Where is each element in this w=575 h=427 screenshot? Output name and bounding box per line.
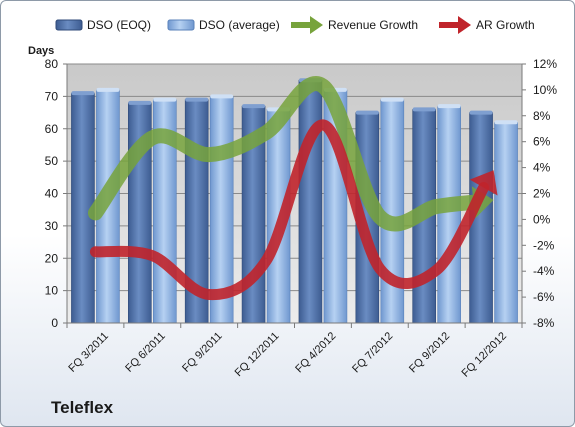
legend-label: DSO (EOQ): [87, 18, 151, 32]
bar-cap-dso-eoq: [469, 110, 493, 115]
y-tick-label: 60: [45, 122, 59, 136]
bar-cap-dso-eoq: [412, 107, 436, 112]
x-tick-label: FQ 7/2012: [350, 330, 395, 375]
revenue-growth-line: [87, 76, 482, 232]
bar-cap-dso-average: [210, 94, 234, 99]
bar-dso-average: [437, 105, 461, 324]
y-tick-label: 70: [45, 89, 59, 103]
y2-tick-label: 8%: [533, 109, 551, 123]
legend-label: AR Growth: [476, 18, 535, 32]
y2-tick-label: -8%: [533, 316, 555, 330]
y-tick-label: 50: [45, 154, 59, 168]
ar-growth-arrowhead: [469, 170, 498, 196]
legend-arrow-head: [458, 16, 471, 34]
bar-cap-dso-average: [153, 97, 177, 102]
y2-tick-label: 2%: [533, 187, 551, 201]
x-tick-label: FQ 9/2012: [407, 330, 452, 375]
bar-dso-eoq: [298, 79, 323, 324]
bar-cap-dso-eoq: [185, 97, 209, 102]
legend-swatch: [55, 19, 83, 31]
y-tick-label: 80: [45, 57, 59, 71]
y-tick-label: 20: [45, 251, 59, 265]
bar-cap-dso-average: [96, 87, 120, 92]
x-tick-label: FQ 12/2012: [460, 330, 510, 380]
y-tick-label: 0: [51, 316, 58, 330]
y2-tick-label: 10%: [533, 83, 557, 97]
y2-tick-label: -4%: [533, 264, 555, 278]
y-tick-label: 30: [45, 219, 59, 233]
y2-tick-label: 6%: [533, 135, 551, 149]
y2-tick-label: 0%: [533, 212, 551, 226]
y2-tick-label: -2%: [533, 238, 555, 252]
legend-label: DSO (average): [199, 18, 280, 32]
y2-tick-label: -6%: [533, 290, 555, 304]
legend-arrow-head: [310, 16, 323, 34]
y-axis-title: Days: [28, 45, 54, 57]
y-tick-label: 40: [45, 187, 59, 201]
company-name: Teleflex: [51, 398, 114, 417]
y2-tick-label: 4%: [533, 161, 551, 175]
bar-cap-dso-eoq: [128, 100, 152, 105]
x-tick-label: FQ 3/2011: [66, 330, 111, 375]
bar-cap-dso-eoq: [355, 110, 379, 115]
x-tick-label: FQ 9/2011: [180, 330, 225, 375]
bar-cap-dso-average: [437, 104, 461, 109]
x-tick-label: FQ 6/2011: [123, 330, 168, 375]
bar-cap-dso-eoq: [242, 104, 266, 109]
legend-label: Revenue Growth: [328, 18, 418, 32]
x-tick-label: FQ 4/2012: [293, 330, 338, 375]
bar-cap-dso-eoq: [71, 91, 95, 96]
y2-tick-label: 12%: [533, 57, 557, 71]
ar-growth-line: [89, 119, 490, 301]
bar-cap-dso-average: [494, 120, 518, 125]
y-tick-label: 10: [45, 284, 59, 298]
bar-dso-average: [494, 121, 518, 324]
x-tick-label: FQ 12/2011: [233, 330, 282, 379]
bar-cap-dso-average: [380, 97, 404, 102]
legend-swatch: [167, 19, 195, 31]
